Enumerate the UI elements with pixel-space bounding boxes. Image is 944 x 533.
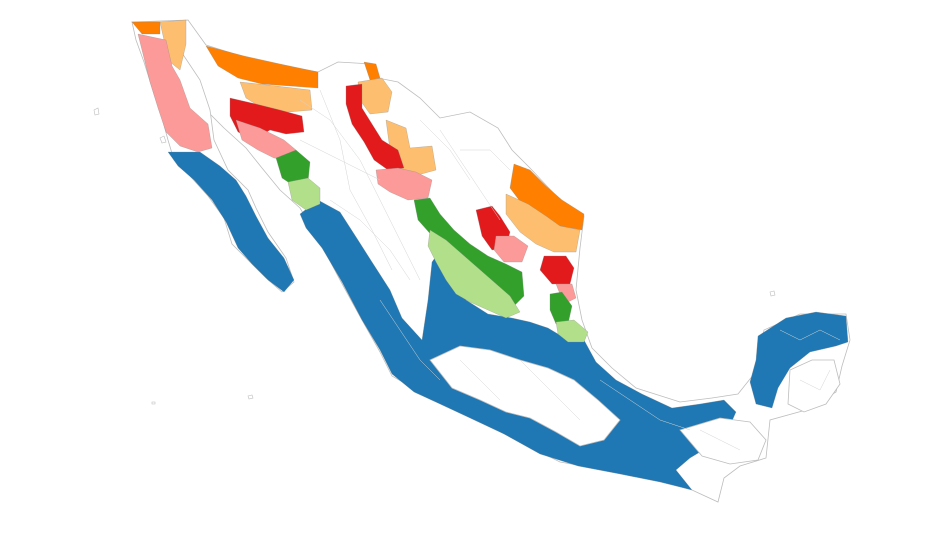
island-revillagigedo [247,394,254,400]
region-lightgreen-slp [555,319,589,343]
region-blue-yucatan [749,311,849,409]
region-orange-sonora-border [205,45,319,89]
region-lightorange-nuevo-leon [505,193,581,253]
region-pink-nuevo-leon [493,235,529,263]
region-lightgreen-sinaloa [287,177,321,211]
region-orange-baja-north [131,21,161,35]
region-white-central-highlands [429,345,621,447]
municipal-boundary-mesh [299,89,841,451]
region-blue-baja-sur [167,151,295,293]
island-cedros [159,135,167,144]
region-orange-chihuahua-border [363,61,381,81]
region-white-isthmus [679,417,767,465]
region-lightgreen-zacatecas [427,229,521,319]
island-small-west [151,401,156,405]
island-guadalupe [93,107,100,116]
region-orange-tamaulipas [509,163,585,231]
region-red-chihuahua [345,83,405,171]
region-white-yucatan-north [787,359,841,413]
region-pink-baja-north [137,33,213,153]
region-pink-durango [375,167,433,201]
region-blue-south [299,199,737,491]
island-caribbean [769,290,776,297]
